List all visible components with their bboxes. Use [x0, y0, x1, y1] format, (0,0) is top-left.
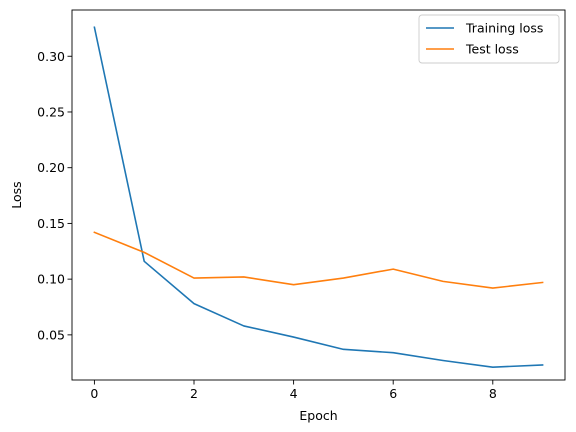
x-tick-label: 0	[90, 386, 98, 401]
y-axis-label: Loss	[9, 181, 24, 208]
legend-label-test-loss: Test loss	[465, 42, 519, 57]
legend-label-training-loss: Training loss	[465, 21, 543, 36]
plot-frame	[71, 9, 566, 381]
y-tick-label: 0.10	[37, 272, 65, 287]
legend: Training loss Test loss	[418, 14, 560, 64]
series-line-training-loss	[93, 26, 544, 368]
x-tick-label: 8	[489, 386, 497, 401]
series-layer	[93, 26, 544, 368]
x-tick-label: 6	[389, 386, 397, 401]
x-tick-label: 4	[290, 386, 298, 401]
y-axis: 0.05 0.10 0.15 0.20 0.25 0.30	[37, 49, 72, 342]
y-tick-label: 0.25	[37, 104, 65, 119]
y-tick-label: 0.15	[37, 216, 65, 231]
y-tick-label: 0.20	[37, 160, 65, 175]
x-axis-label: Epoch	[299, 408, 337, 423]
x-tick-label: 2	[190, 386, 198, 401]
y-tick-label: 0.05	[37, 327, 65, 342]
legend-box	[418, 14, 560, 64]
x-axis: 0 2 4 6 8	[90, 380, 497, 401]
y-tick-label: 0.30	[37, 49, 65, 64]
series-line-test-loss	[93, 231, 544, 289]
